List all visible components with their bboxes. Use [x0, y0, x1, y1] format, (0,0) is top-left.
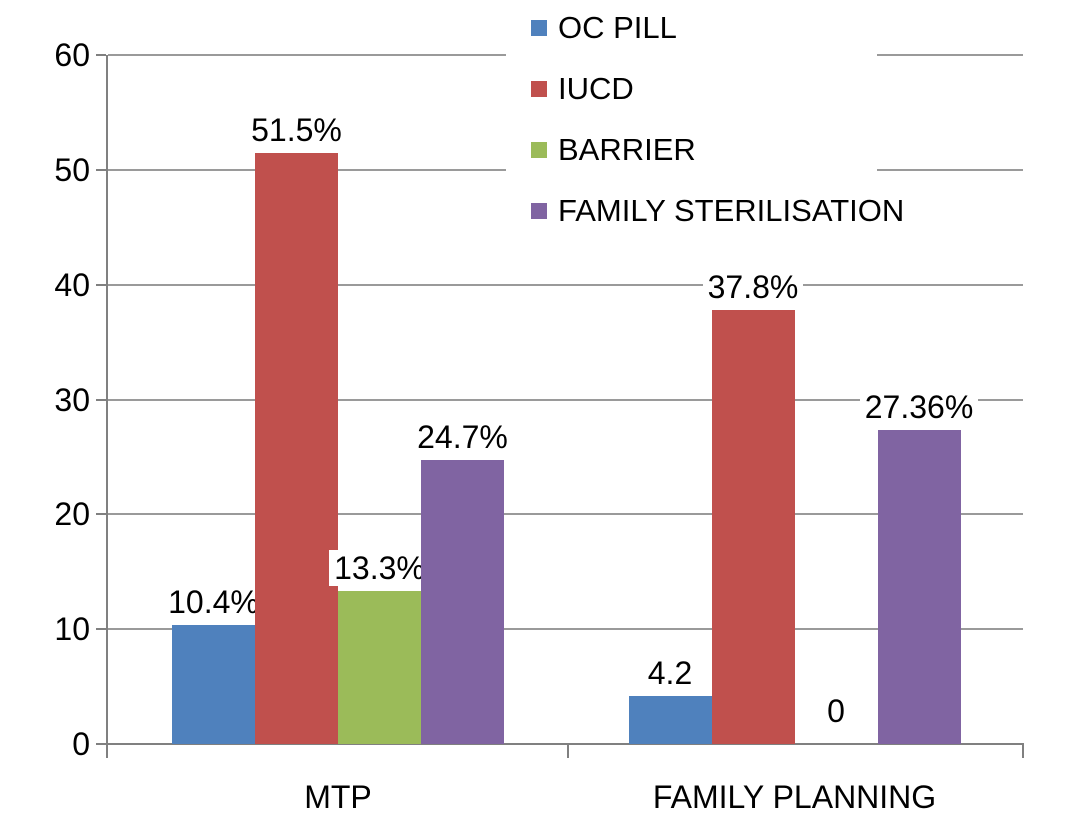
data-label-oc-pill-family-planning: 4.2 — [580, 652, 760, 694]
y-tick-label-text: 60 — [54, 37, 90, 73]
data-label-text: 51.5% — [246, 111, 347, 148]
y-tick-label-0: 0 — [18, 723, 90, 765]
legend-swatch-oc-pill-icon — [531, 20, 547, 36]
y-tick-label-text: 20 — [54, 496, 90, 533]
y-tick-40 — [96, 283, 106, 286]
y-tick-label-60: 60 — [18, 34, 90, 76]
y-tick-label-text: 30 — [54, 381, 90, 418]
legend-label-text: IUCD — [558, 71, 634, 106]
y-tick-label-20: 20 — [18, 493, 90, 535]
legend: OC PILL IUCD BARRIER FAMILY STERILISATION — [506, 0, 904, 242]
legend-label-text: FAMILY STERILISATION — [558, 193, 905, 228]
data-label-text: 13.3% — [329, 550, 430, 587]
y-tick-label-50: 50 — [18, 149, 90, 191]
data-label-text: 4.2 — [642, 654, 698, 691]
y-tick-50 — [96, 168, 106, 171]
data-label-text: 0 — [822, 693, 850, 729]
category-label-text: MTP — [304, 779, 372, 815]
x-axis-line — [106, 743, 1024, 745]
y-tick-label-text: 0 — [72, 726, 90, 762]
x-tick-2 — [1022, 744, 1024, 758]
category-label-family-planning: FAMILY PLANNING — [595, 774, 995, 820]
legend-label-family-sterilisation: FAMILY STERILISATION — [558, 191, 904, 231]
category-label-mtp: MTP — [138, 774, 538, 820]
bar-family-sterilisation-family-planning — [877, 429, 961, 744]
legend-label-text: BARRIER — [558, 132, 696, 167]
bar-family-sterilisation-mtp — [421, 460, 504, 744]
bar-barrier-mtp — [338, 591, 421, 744]
data-label-text: 10.4% — [163, 583, 264, 620]
data-label-text: 37.8% — [702, 268, 804, 305]
data-label-text: 24.7% — [412, 419, 513, 456]
gridline-30 — [108, 398, 1023, 401]
y-tick-label-text: 50 — [54, 151, 90, 188]
data-label-iucd-mtp: 51.5% — [207, 109, 387, 151]
y-tick-10 — [96, 628, 106, 631]
legend-label-iucd: IUCD — [558, 69, 634, 109]
y-tick-label-text: 10 — [54, 611, 90, 648]
bar-iucd-family-planning — [711, 309, 795, 744]
data-label-iucd-family-planning: 37.8% — [663, 266, 843, 308]
data-label-barrier-mtp: 13.3% — [290, 547, 470, 589]
x-tick-0 — [106, 744, 108, 758]
legend-label-oc-pill: OC PILL — [558, 8, 677, 48]
y-tick-20 — [96, 513, 106, 516]
y-tick-label-40: 40 — [18, 264, 90, 306]
legend-label-text: OC PILL — [558, 10, 677, 45]
y-tick-30 — [96, 398, 106, 401]
data-label-oc-pill-mtp: 10.4% — [124, 581, 304, 623]
y-axis-line — [106, 55, 108, 758]
data-label-family-sterilisation-family-planning: 27.36% — [829, 386, 1009, 428]
bar-oc-pill-family-planning — [628, 695, 712, 744]
data-label-family-sterilisation-mtp: 24.7% — [373, 416, 553, 458]
data-label-barrier-family-planning: 0 — [746, 690, 926, 732]
legend-swatch-iucd-icon — [531, 81, 547, 97]
y-tick-60 — [96, 54, 106, 56]
y-tick-0 — [96, 743, 106, 745]
data-label-text: 27.36% — [859, 388, 979, 425]
legend-label-barrier: BARRIER — [558, 130, 696, 170]
y-tick-label-10: 10 — [18, 608, 90, 650]
gridline-20 — [108, 513, 1023, 516]
category-label-text: FAMILY PLANNING — [652, 779, 937, 815]
legend-swatch-barrier-icon — [531, 142, 547, 158]
bar-iucd-mtp — [255, 152, 338, 744]
y-tick-label-30: 30 — [18, 379, 90, 421]
x-tick-1 — [566, 744, 569, 758]
legend-swatch-family-sterilisation-icon — [531, 203, 547, 219]
bar-oc-pill-mtp — [172, 624, 255, 744]
gridline-40 — [108, 283, 1023, 286]
y-tick-label-text: 40 — [54, 266, 90, 303]
gridline-10 — [108, 628, 1023, 631]
